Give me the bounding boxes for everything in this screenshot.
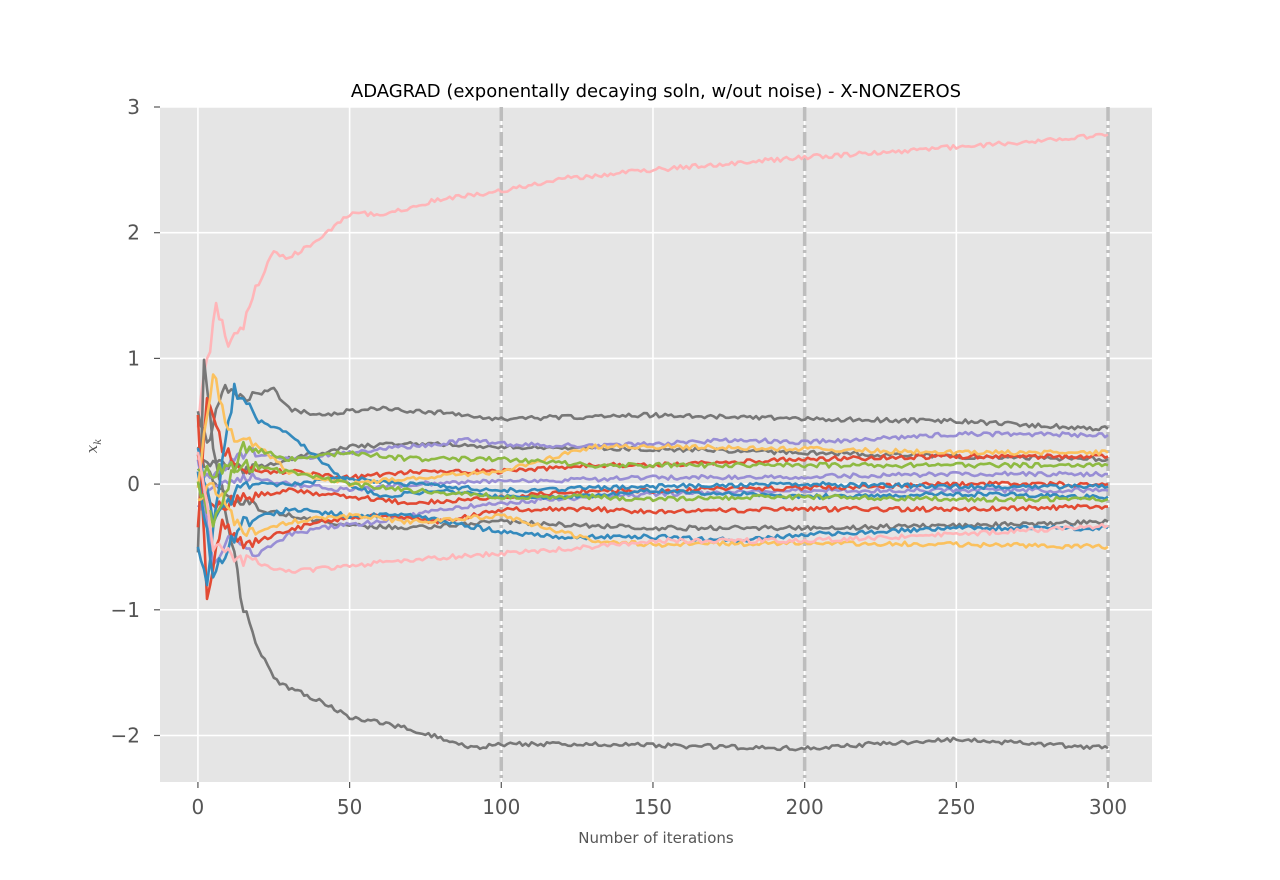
vertical-markers (499, 107, 1110, 782)
series-line (196, 383, 1109, 444)
x-tick-label: 100 (482, 795, 520, 819)
x-tick-label: 150 (634, 795, 672, 819)
y-axis: −2 −1 0 1 2 3 (111, 95, 160, 747)
x-tick-label: 50 (337, 795, 362, 819)
series-line (196, 470, 1109, 511)
series-line (196, 440, 1109, 476)
series-line (197, 458, 1109, 503)
x-axis-label: Number of iterations (578, 829, 734, 847)
series-line (196, 451, 1109, 574)
series-group (196, 132, 1109, 752)
y-tick-label: 0 (127, 472, 140, 496)
series-line (196, 358, 1109, 752)
series-line (197, 482, 1109, 550)
svg-text:xk: xk (83, 439, 104, 454)
y-tick-label: 3 (127, 95, 140, 119)
series-line (196, 430, 1109, 488)
y-tick-label: −2 (111, 723, 140, 747)
series-line (196, 132, 1109, 428)
x-tick-label: 0 (192, 795, 205, 819)
x-axis: 0 50 100 150 200 250 300 (192, 782, 1127, 819)
chart-title: ADAGRAD (exponentally decaying soln, w/o… (351, 81, 961, 102)
y-tick-label: −1 (111, 598, 140, 622)
x-tick-label: 300 (1089, 795, 1127, 819)
series-line (196, 447, 1109, 525)
x-tick-label: 200 (786, 795, 824, 819)
y-axis-label: xk (83, 439, 104, 454)
y-tick-label: 1 (127, 346, 140, 370)
x-tick-label: 250 (937, 795, 975, 819)
series-line (196, 440, 1109, 528)
y-tick-label: 2 (127, 221, 140, 245)
series-line (196, 471, 1109, 579)
